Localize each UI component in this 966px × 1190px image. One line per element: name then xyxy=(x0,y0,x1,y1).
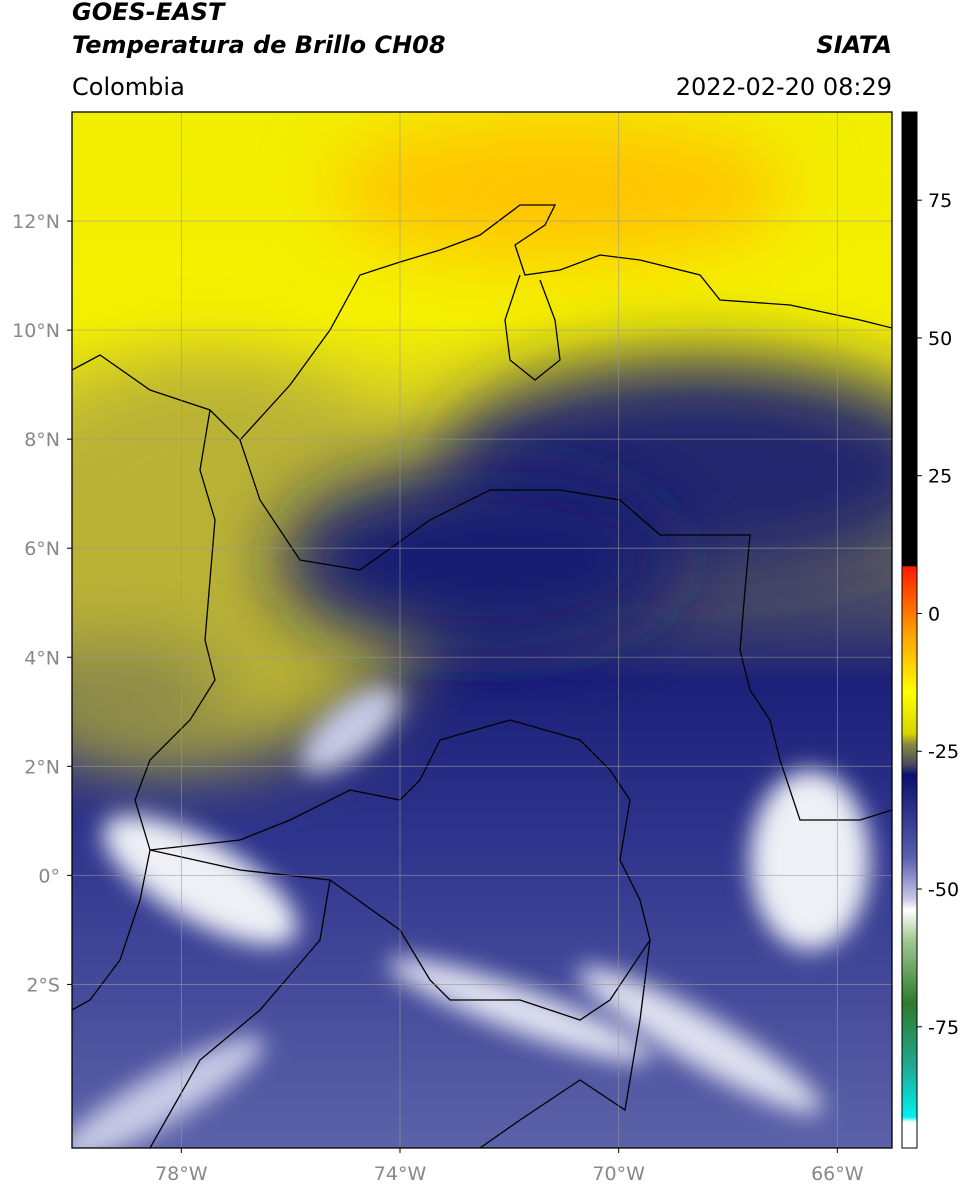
colorbar-tick-label: -25 xyxy=(928,741,959,763)
colorbar-tick-label: -50 xyxy=(928,879,959,901)
y-tick-label: 10°N xyxy=(12,320,60,342)
x-tick-label: 70°W xyxy=(592,1163,645,1185)
y-tick-label: 8°N xyxy=(24,429,60,451)
colorbar-tick-label: 0 xyxy=(928,603,940,625)
datetime: 2022-02-20 08:29 xyxy=(676,73,892,101)
colorbar-tick-label: -75 xyxy=(928,1017,959,1039)
x-tick-label: 66°W xyxy=(811,1163,864,1185)
y-tick-label: 2°S xyxy=(26,974,60,996)
colorbar-tick-label: 50 xyxy=(928,328,952,350)
y-tick-label: 4°N xyxy=(24,647,60,669)
map-frame xyxy=(71,111,893,1149)
grid xyxy=(72,112,892,1148)
y-tick-label: 12°N xyxy=(12,211,60,233)
satellite-image xyxy=(72,112,892,1148)
colorbar-tick-label: 75 xyxy=(928,190,952,212)
y-tick-label: 6°N xyxy=(24,538,60,560)
title: GOES-EAST xyxy=(72,0,226,26)
subtitle: Temperatura de Brillo CH08 xyxy=(72,31,446,59)
y-tick-label: 0° xyxy=(38,865,60,887)
colorbar xyxy=(901,111,918,1149)
source: SIATA xyxy=(816,31,892,59)
x-tick-label: 74°W xyxy=(374,1163,427,1185)
x-tick-label: 78°W xyxy=(155,1163,208,1185)
colorbar-tick-label: 25 xyxy=(928,466,952,488)
y-tick-label: 2°N xyxy=(24,756,60,778)
region: Colombia xyxy=(72,73,185,101)
